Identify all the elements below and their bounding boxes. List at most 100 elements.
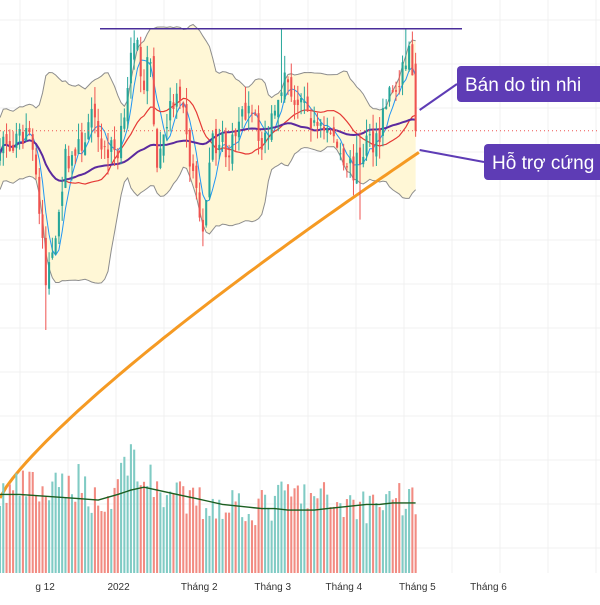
candle <box>31 128 34 161</box>
candle <box>329 129 332 135</box>
candle <box>165 113 168 142</box>
candle <box>345 162 348 178</box>
volume-bar <box>113 487 116 573</box>
volume-bar <box>342 517 345 573</box>
candle-body <box>404 65 407 70</box>
candle-body <box>332 127 335 137</box>
candle <box>142 69 146 95</box>
volume-bar <box>2 483 5 573</box>
candle <box>260 131 263 161</box>
volume-bar <box>408 489 411 573</box>
candle <box>113 126 116 166</box>
candle-body <box>277 99 280 118</box>
volume-bar <box>162 507 165 573</box>
candle-body <box>201 219 204 232</box>
candle <box>319 118 322 138</box>
volume-bar <box>80 492 83 573</box>
x-tick-label: Tháng 3 <box>254 582 291 593</box>
candle-body <box>74 149 77 156</box>
candle-body <box>349 158 352 164</box>
candle <box>296 85 299 119</box>
candle <box>162 134 165 163</box>
volume-bar <box>329 507 332 573</box>
candle-body <box>237 121 240 138</box>
ma-line-long <box>0 151 420 499</box>
candle <box>241 106 244 129</box>
volume-bar <box>195 505 198 573</box>
volume-bar <box>31 471 34 573</box>
candle-body <box>103 146 106 148</box>
candle <box>21 124 24 149</box>
candle-body <box>250 112 254 114</box>
moving-averages <box>0 59 420 499</box>
candle <box>214 118 218 166</box>
candle <box>185 87 188 148</box>
candle <box>44 226 47 330</box>
x-tick-label: 2022 <box>107 582 130 593</box>
candle <box>103 140 106 159</box>
candle-body <box>172 102 175 110</box>
candle-body <box>90 108 93 128</box>
candle <box>195 161 198 200</box>
bollinger-fill <box>0 24 416 284</box>
ma-line-fast <box>0 59 417 256</box>
candle-body <box>142 80 146 91</box>
bollinger-upper-line <box>0 23 416 118</box>
candle <box>201 208 204 247</box>
candle-body <box>18 129 21 136</box>
candle <box>254 109 257 116</box>
candle <box>267 126 270 150</box>
candle-body <box>149 62 152 64</box>
volume-bar <box>391 499 394 573</box>
candle <box>80 122 83 163</box>
candle-body <box>228 155 231 158</box>
candle-body <box>51 252 54 258</box>
candle-body <box>247 105 250 114</box>
volume-bar <box>290 496 293 573</box>
volume-bar <box>146 485 149 573</box>
candle-body <box>15 133 18 149</box>
volume-bar <box>401 515 404 573</box>
candle-body <box>303 100 306 103</box>
candle-body <box>80 132 83 151</box>
candle <box>136 37 139 52</box>
x-tick-label: g 12 <box>35 582 55 593</box>
volume-bar <box>142 481 146 573</box>
candle-body <box>120 125 123 159</box>
candle-body <box>0 153 2 161</box>
volume-bar <box>159 492 162 573</box>
candle <box>15 122 18 158</box>
volume-bar <box>319 488 322 573</box>
ma-line-slow <box>0 118 416 182</box>
candle <box>172 94 175 118</box>
candle-body <box>224 131 227 158</box>
candle <box>133 30 136 70</box>
candle <box>385 99 388 110</box>
volume-bar <box>224 512 227 573</box>
volume-bar <box>234 501 237 573</box>
candle-body <box>136 39 139 50</box>
candle <box>398 70 401 95</box>
ma-line-medium <box>0 97 416 185</box>
volume-bar <box>172 493 175 573</box>
candle-body <box>365 135 368 156</box>
candle <box>110 136 113 163</box>
volume-bar <box>205 508 208 573</box>
volume-bar <box>156 481 159 573</box>
callout-1: Bán do tin nhi <box>419 66 600 111</box>
candle-body <box>378 128 381 143</box>
candle <box>198 182 201 222</box>
volume-bar <box>25 496 28 573</box>
candle <box>349 150 352 178</box>
x-tick-label: Tháng 6 <box>470 582 507 593</box>
candle-body <box>388 87 391 102</box>
candle <box>388 85 391 107</box>
volume-bar <box>365 523 368 573</box>
volume-bar <box>34 495 38 573</box>
volume-bar <box>64 497 67 573</box>
candle <box>156 127 159 173</box>
volume-bars <box>0 444 417 573</box>
x-tick-label: Tháng 2 <box>181 582 218 593</box>
candle-body <box>169 101 172 121</box>
candle <box>178 79 182 109</box>
